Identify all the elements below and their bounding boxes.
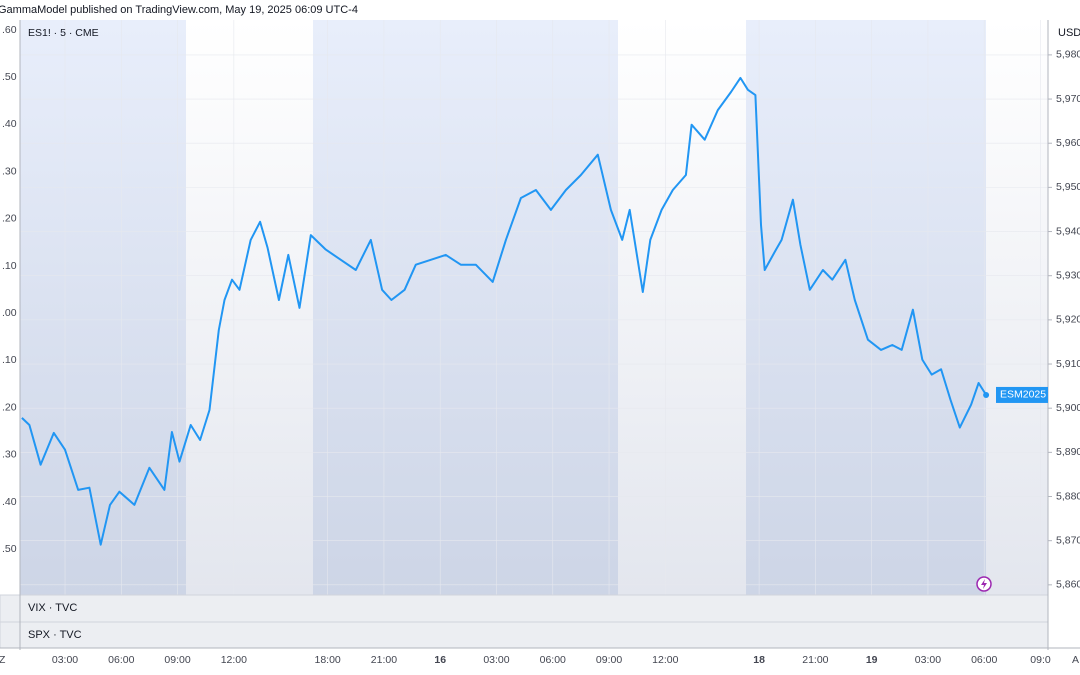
y-tick-label: 5,860	[1056, 579, 1080, 591]
session-band	[746, 20, 986, 595]
x-tick-label: 09:00	[596, 654, 622, 666]
pane-label: VIX · TVC	[28, 602, 77, 614]
session-band	[313, 20, 618, 595]
left-axis-label: .40	[2, 496, 17, 508]
x-tick-label: 16	[434, 654, 446, 666]
x-tick-label: 06:00	[540, 654, 566, 666]
y-tick-label: 5,910	[1056, 358, 1080, 370]
y-tick-label: 5,920	[1056, 314, 1080, 326]
left-axis-label: .50	[2, 71, 17, 83]
y-tick-label: 5,870	[1056, 534, 1080, 546]
left-axis-label: .00	[2, 307, 17, 319]
y-tick-label: 5,890	[1056, 446, 1080, 458]
y-tick-label: 5,940	[1056, 225, 1080, 237]
x-tick-label: 09:0	[1030, 654, 1051, 666]
left-axis-label: .20	[2, 213, 17, 225]
last-point	[983, 391, 990, 398]
corner-label: A	[1072, 654, 1079, 666]
left-axis-label: .40	[2, 118, 17, 130]
x-tick-label: 19	[866, 654, 878, 666]
y-tick-label: 5,980	[1056, 49, 1080, 61]
y-tick-label: 5,950	[1056, 181, 1080, 193]
session-band	[20, 20, 186, 595]
y-tick-label: 5,960	[1056, 137, 1080, 149]
pane	[0, 621, 1049, 649]
price-line	[21, 76, 987, 546]
x-tick-label: 03:00	[915, 654, 941, 666]
pane-label: SPX · TVC	[28, 629, 82, 641]
alert-icon-bolt	[981, 579, 987, 589]
x-tick-label: 03:00	[483, 654, 509, 666]
x-tick-label: 18	[753, 654, 765, 666]
pane	[0, 594, 1049, 623]
left-axis-label: .10	[2, 260, 17, 272]
x-tick-label: 21:00	[802, 654, 828, 666]
left-axis-label: .30	[2, 165, 17, 177]
grid	[20, 20, 1048, 595]
x-tick-label: 18:00	[315, 654, 341, 666]
currency: USD	[1058, 27, 1080, 39]
x-tick-label: 09:00	[164, 654, 190, 666]
x-tick-label: 12:00	[652, 654, 678, 666]
y-tick-label: 5,880	[1056, 490, 1080, 502]
y-tick-label: 5,970	[1056, 93, 1080, 105]
y-tick-label: 5,900	[1056, 402, 1080, 414]
header: GammaModel published on TradingView.com,…	[0, 4, 358, 16]
x-tick-label: 21:00	[371, 654, 397, 666]
left-axis-label: .10	[2, 354, 17, 366]
x-tick-label: 06:00	[108, 654, 134, 666]
x-tick-label: 03:00	[52, 654, 78, 666]
x-tick-label: 06:00	[971, 654, 997, 666]
left-axis-label: .30	[2, 449, 17, 461]
symbol-legend: ES1! · 5 · CME	[28, 27, 99, 39]
price-tag-label: ESM2025	[1000, 389, 1046, 401]
x-tick-label: 12:00	[221, 654, 247, 666]
left-axis-label: .50	[2, 543, 17, 555]
left-axis-label: .60	[2, 24, 17, 36]
y-tick-label: 5,930	[1056, 269, 1080, 281]
corner-label: Z	[0, 654, 6, 666]
left-axis-label: .20	[2, 401, 17, 413]
price-tag	[996, 386, 1048, 403]
